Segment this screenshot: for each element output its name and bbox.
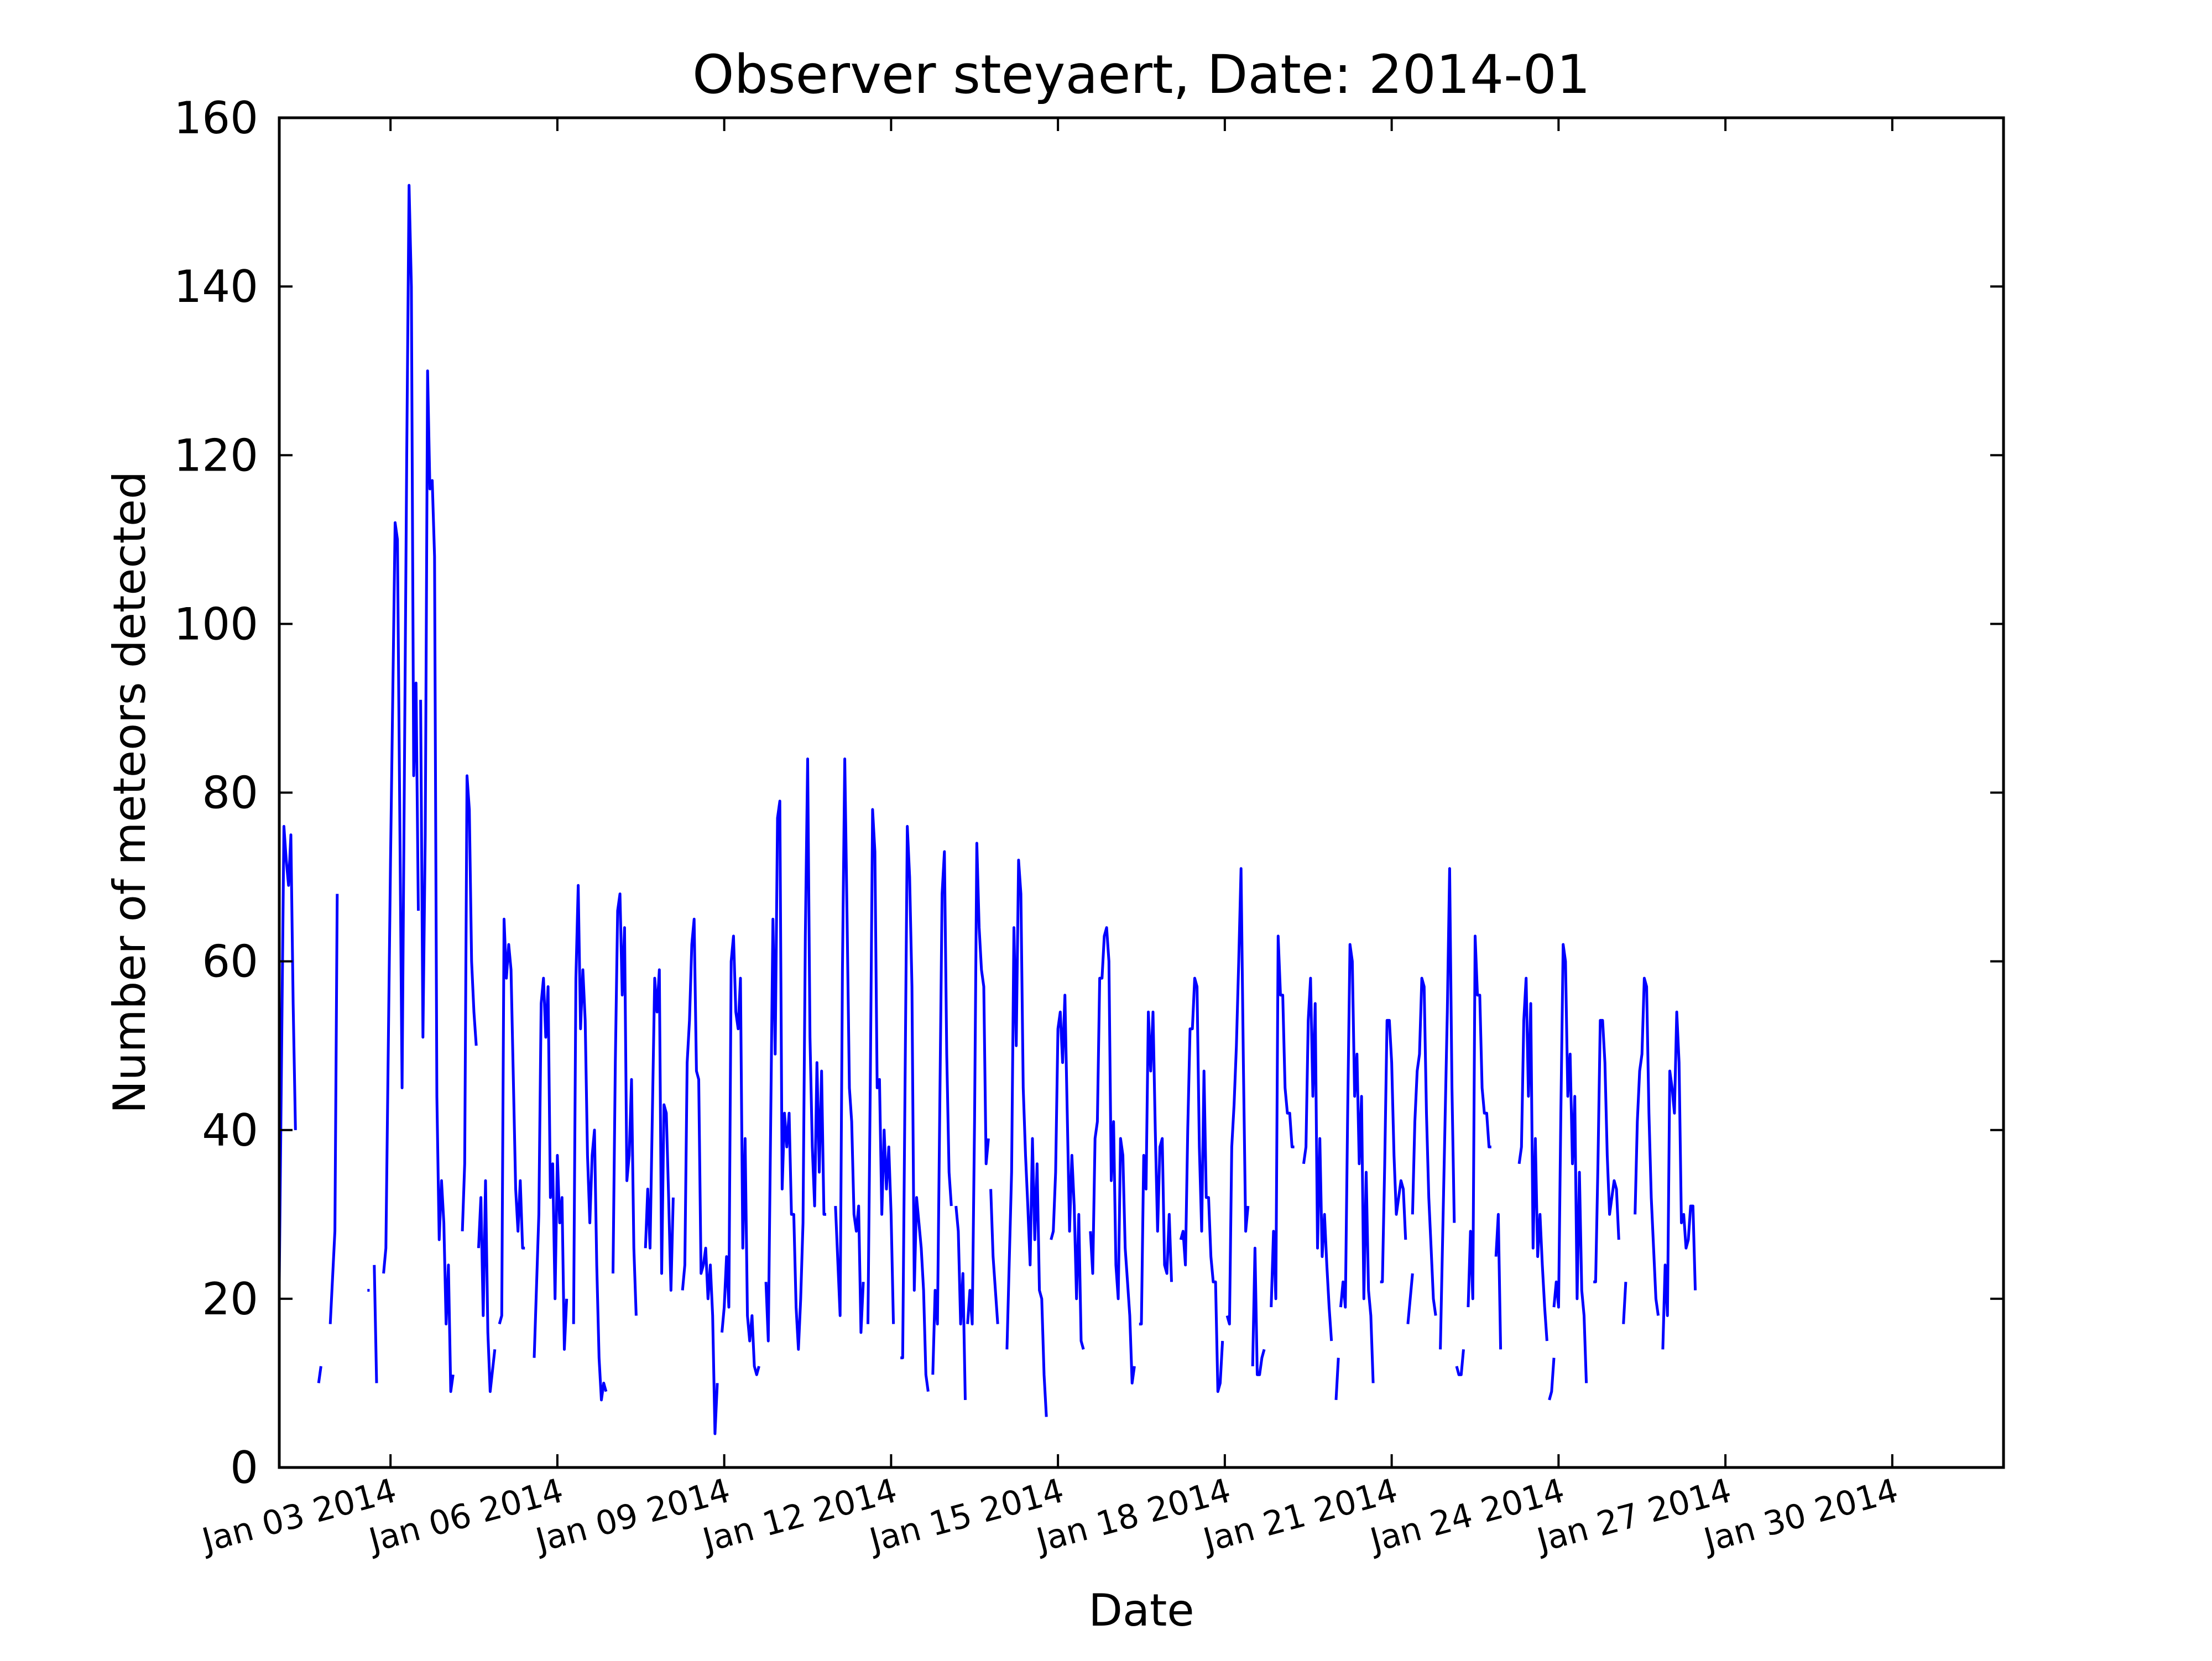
- series-line-segment-0-2: [328, 894, 339, 1324]
- y-tick-label-7: 140: [174, 261, 258, 312]
- series-line-segment-0-39: [1455, 1349, 1465, 1376]
- series-line-segment-0-8: [477, 1179, 497, 1393]
- series-line-segment-0-27: [1139, 1010, 1173, 1326]
- series-line-segment-0-38: [1439, 867, 1456, 1350]
- series-line-segment-0-48: [1661, 1010, 1697, 1350]
- series-line-segment-0-4: [373, 1265, 378, 1383]
- series-line-segment-0-1: [317, 1366, 322, 1383]
- series-line-segment-0-21: [954, 1205, 967, 1400]
- series-line-segment-0-37: [1411, 976, 1437, 1316]
- series-line-segment-0-45: [1593, 1018, 1620, 1283]
- series-line-segment-0-24: [1005, 859, 1048, 1417]
- y-axis-label: Number of meteors detected: [104, 471, 155, 1114]
- series-line-segment-0-46: [1622, 1282, 1627, 1324]
- y-tick-label-5: 100: [174, 598, 258, 650]
- series-line-segment-0-9: [498, 917, 525, 1325]
- series-line-segment-0-40: [1467, 934, 1491, 1308]
- series-line-segment-0-18: [867, 808, 895, 1324]
- series-line-segment-0-12: [612, 892, 638, 1316]
- y-tick-label-2: 40: [202, 1105, 258, 1156]
- y-tick-label-6: 120: [174, 430, 258, 481]
- chart-title: Observer steyaert, Date: 2014-01: [692, 44, 1590, 106]
- series-line-segment-0-15: [721, 934, 760, 1376]
- series-line-segment-0-36: [1406, 1273, 1414, 1324]
- series-line-segment-0-47: [1634, 976, 1660, 1316]
- series-line-segment-0-33: [1334, 1357, 1340, 1401]
- series-line-segment-0-7: [461, 774, 478, 1231]
- series-line-segment-0-28: [1179, 976, 1224, 1393]
- series-line-segment-0-13: [644, 968, 675, 1292]
- series-line-segment-0-22: [966, 842, 990, 1326]
- series-line-segment-0-31: [1270, 934, 1295, 1308]
- series-line-segment-0-14: [681, 917, 719, 1435]
- series-line-segment-0-35: [1380, 1018, 1407, 1283]
- series-line-segment-0-32: [1302, 976, 1333, 1341]
- y-tick-label-0: 0: [230, 1442, 258, 1493]
- y-tick-label-4: 80: [202, 767, 258, 819]
- plot-area-frame: [278, 116, 2005, 1469]
- series-line-segment-0-43: [1548, 1357, 1556, 1401]
- x-axis-label: Date: [1088, 1585, 1194, 1636]
- series-line-segment-0-23: [989, 1189, 999, 1324]
- y-tick-label-1: 20: [202, 1273, 258, 1325]
- series-line-segment-0-19: [900, 825, 930, 1392]
- series-line-segment-0-42: [1517, 976, 1548, 1341]
- series-line-segment-0-41: [1494, 1213, 1503, 1350]
- y-tick-label-3: 60: [202, 936, 258, 988]
- series-line-segment-0-17: [834, 758, 865, 1334]
- series-line-segment-0-11: [572, 884, 608, 1402]
- series-line-segment-0-20: [931, 850, 953, 1375]
- series-line-segment-0-30: [1251, 1246, 1266, 1376]
- y-tick-label-8: 160: [174, 92, 258, 144]
- series-line-segment-0-34: [1339, 943, 1375, 1383]
- series-line-segment-0-5: [382, 184, 420, 1274]
- series-line-segment-0-25: [1050, 994, 1085, 1350]
- series-line-segment-0-10: [533, 976, 568, 1358]
- series-line-segment-0-26: [1089, 926, 1136, 1385]
- series-line-segment-0-16: [764, 758, 826, 1351]
- series-line-segment-0-0: [278, 825, 297, 1282]
- plot-lines: [278, 184, 1697, 1435]
- series-line-segment-0-6: [419, 369, 455, 1393]
- series-line-segment-0-44: [1552, 943, 1588, 1383]
- series-line-segment-0-29: [1225, 867, 1250, 1326]
- y-axis-ticks: 0 20 40 60 80 100 120 140 160: [174, 92, 2004, 1493]
